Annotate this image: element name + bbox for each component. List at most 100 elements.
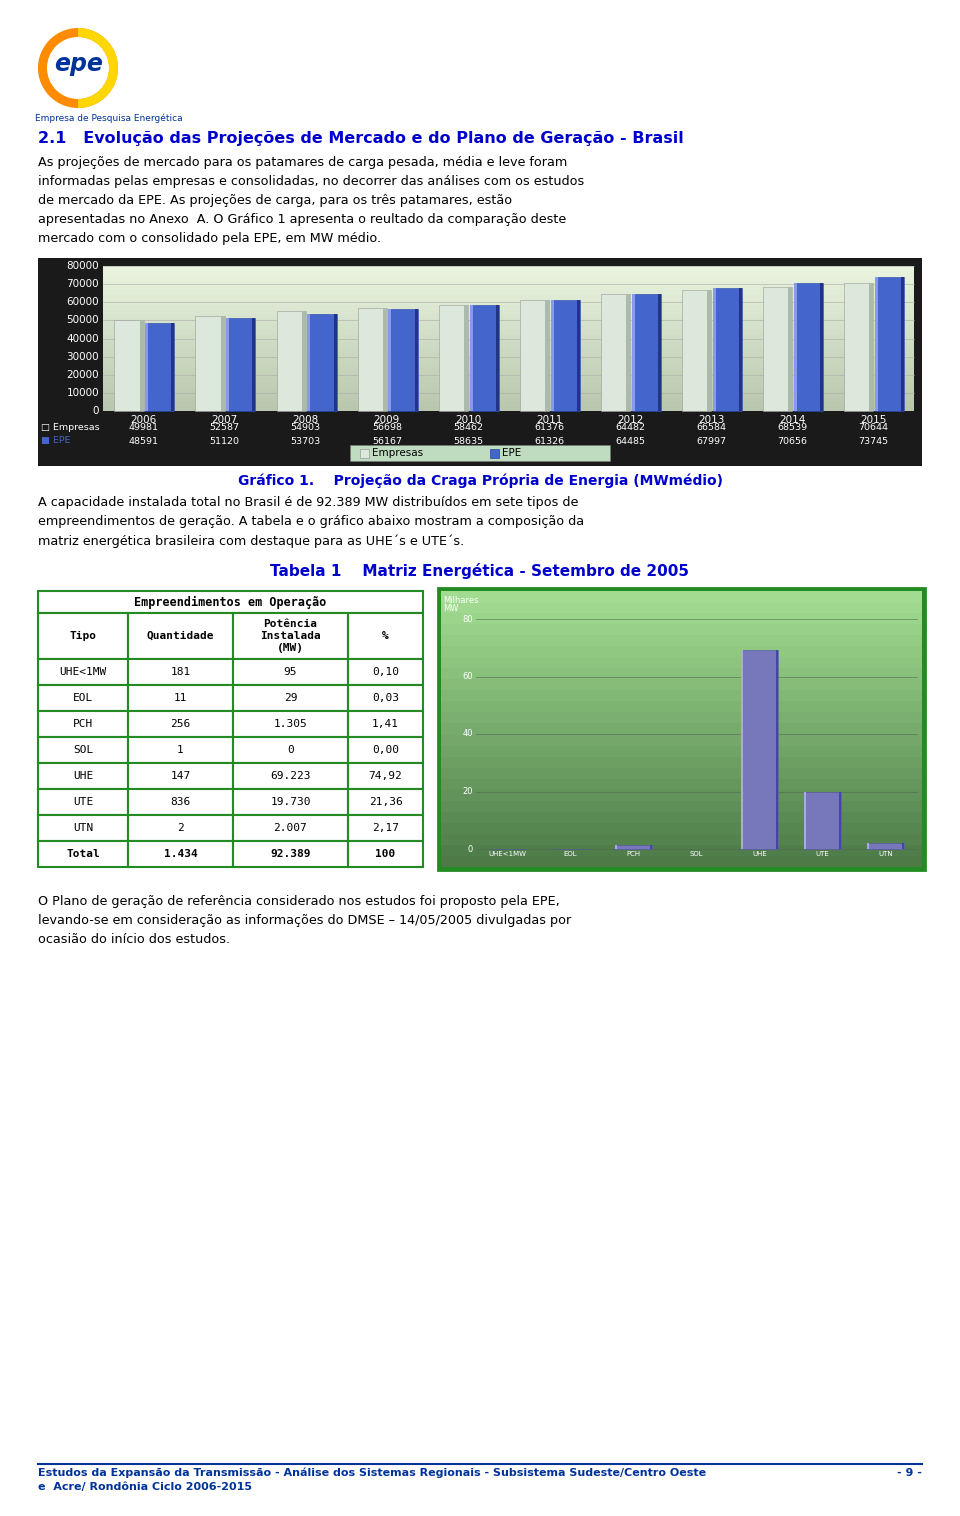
Bar: [441, 625, 922, 635]
Bar: [38, 737, 128, 763]
Text: 64485: 64485: [615, 437, 645, 446]
Text: epe: epe: [55, 52, 104, 76]
Bar: [777, 650, 779, 849]
Bar: [740, 650, 779, 849]
Bar: [103, 397, 914, 402]
Bar: [128, 788, 233, 816]
Bar: [128, 685, 233, 711]
Bar: [233, 612, 348, 659]
Text: 1.305: 1.305: [274, 719, 307, 729]
Text: 53703: 53703: [291, 437, 321, 446]
Text: 10000: 10000: [66, 388, 99, 397]
Bar: [128, 737, 233, 763]
Text: 60000: 60000: [66, 297, 99, 308]
Text: 69.223: 69.223: [271, 772, 311, 781]
Text: Estudos da Expansão da Transmissão - Análise dos Sistemas Regionais - Subsistema: Estudos da Expansão da Transmissão - Aná…: [38, 1467, 707, 1478]
Bar: [441, 823, 922, 834]
Bar: [103, 271, 914, 276]
Bar: [307, 314, 310, 411]
Text: matriz energética brasileira com destaque para as UHE´s e UTE´s.: matriz energética brasileira com destaqu…: [38, 534, 465, 547]
Text: 836: 836: [170, 797, 191, 807]
Text: e  Acre/ Rondônia Ciclo 2006-2015: e Acre/ Rondônia Ciclo 2006-2015: [38, 1483, 252, 1492]
Text: 40: 40: [463, 729, 473, 738]
Text: 2007: 2007: [211, 415, 238, 424]
Bar: [348, 711, 423, 737]
Bar: [441, 669, 922, 679]
Text: 0,10: 0,10: [372, 667, 399, 678]
Bar: [276, 311, 305, 411]
Text: empreendimentos de geração. A tabela e o gráfico abaixo mostram a composição da: empreendimentos de geração. A tabela e o…: [38, 515, 584, 528]
Bar: [389, 309, 392, 411]
Bar: [551, 300, 580, 411]
Bar: [804, 793, 805, 849]
Text: 11: 11: [174, 693, 187, 703]
Bar: [103, 296, 914, 300]
Bar: [145, 323, 175, 411]
Bar: [128, 612, 233, 659]
Bar: [38, 685, 128, 711]
Bar: [128, 841, 233, 867]
Bar: [441, 690, 922, 702]
Text: 21,36: 21,36: [369, 797, 402, 807]
Bar: [38, 612, 128, 659]
Bar: [348, 737, 423, 763]
Text: 2.007: 2.007: [274, 823, 307, 832]
Text: 95: 95: [284, 667, 298, 678]
Bar: [495, 305, 499, 411]
Bar: [103, 377, 914, 382]
Text: 50000: 50000: [66, 315, 99, 326]
Bar: [348, 659, 423, 685]
Text: UHE<1MW: UHE<1MW: [60, 667, 107, 678]
Bar: [252, 318, 255, 411]
Bar: [128, 763, 233, 788]
Bar: [383, 308, 387, 411]
Bar: [103, 391, 914, 397]
Bar: [415, 309, 418, 411]
Bar: [103, 324, 914, 329]
Bar: [38, 763, 128, 788]
Text: 19.730: 19.730: [271, 797, 311, 807]
Bar: [103, 280, 914, 285]
Text: 60: 60: [463, 672, 473, 681]
Text: 2010: 2010: [455, 415, 481, 424]
Bar: [867, 843, 904, 849]
Bar: [128, 816, 233, 841]
Bar: [360, 449, 369, 458]
Text: %: %: [382, 631, 389, 641]
Bar: [103, 290, 914, 296]
Text: 58635: 58635: [453, 437, 483, 446]
Bar: [103, 406, 914, 411]
Bar: [614, 846, 616, 849]
Text: UTE: UTE: [73, 797, 93, 807]
Text: de mercado da EPE. As projeções de carga, para os três patamares, estão: de mercado da EPE. As projeções de carga…: [38, 194, 512, 208]
Text: 2011: 2011: [536, 415, 563, 424]
Bar: [348, 685, 423, 711]
Bar: [103, 314, 914, 320]
Text: 2012: 2012: [617, 415, 643, 424]
Bar: [441, 646, 922, 658]
Text: Empresas: Empresas: [372, 449, 423, 458]
Text: Potência
Instalada
(MW): Potência Instalada (MW): [260, 620, 321, 652]
Bar: [227, 318, 255, 411]
Text: EPE: EPE: [502, 449, 521, 458]
Bar: [441, 679, 922, 690]
Bar: [441, 811, 922, 823]
Text: apresentadas no Anexo  A. O Gráfico 1 apresenta o reultado da comparação deste: apresentadas no Anexo A. O Gráfico 1 apr…: [38, 214, 566, 226]
Bar: [38, 841, 128, 867]
Bar: [867, 843, 869, 849]
Text: Empresa de Pesquisa Energética: Empresa de Pesquisa Energética: [35, 114, 182, 123]
Text: 0: 0: [287, 744, 294, 755]
Text: Milhares: Milhares: [443, 596, 478, 605]
Bar: [103, 353, 914, 358]
Bar: [103, 320, 914, 324]
Text: 2014: 2014: [780, 415, 805, 424]
Bar: [227, 318, 229, 411]
Bar: [876, 277, 878, 411]
Bar: [128, 659, 233, 685]
Text: EOL: EOL: [564, 850, 577, 857]
Bar: [632, 294, 661, 411]
Bar: [348, 612, 423, 659]
Bar: [103, 285, 914, 290]
Bar: [441, 834, 922, 844]
Bar: [103, 382, 914, 387]
